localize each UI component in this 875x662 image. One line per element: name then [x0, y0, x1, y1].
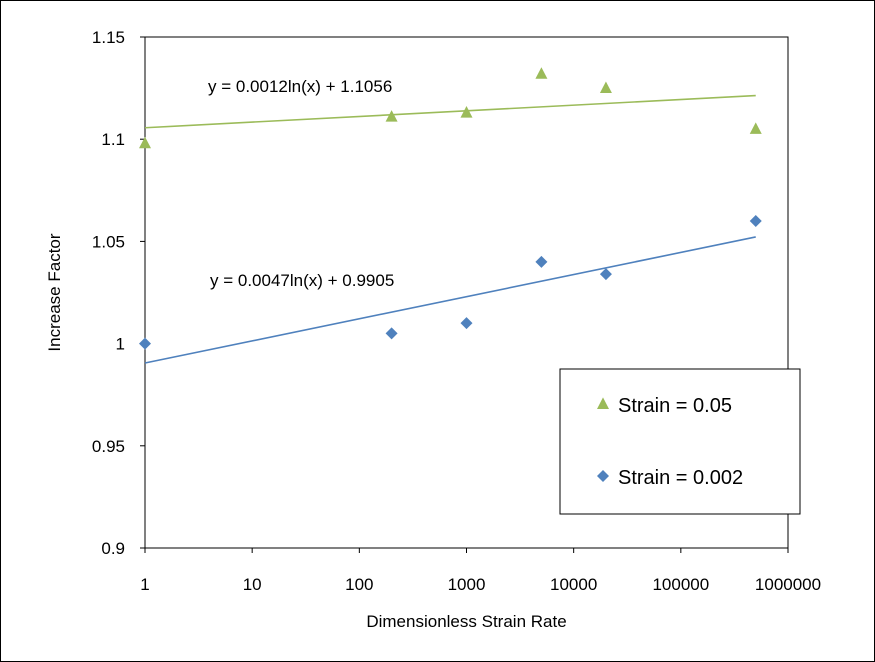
- legend-label-strain-0.002: Strain = 0.002: [618, 467, 743, 489]
- y-tick-label: 1.1: [101, 130, 125, 149]
- point-triangle-0-0: [139, 136, 151, 149]
- y-tick-label: 1: [116, 335, 125, 354]
- data-points: [139, 67, 762, 350]
- point-diamond-1-5: [749, 214, 762, 227]
- trendline-equation-strain-0.002: y = 0.0047ln(x) + 0.9905: [210, 271, 394, 290]
- x-tick-label: 1000000: [755, 575, 821, 594]
- x-tick-label: 100: [345, 575, 373, 594]
- legend: Strain = 0.05 Strain = 0.002: [559, 368, 801, 515]
- point-diamond-1-0: [139, 337, 151, 350]
- y-tick-label: 0.9: [101, 539, 125, 558]
- trendline-equation-strain-0.05: y = 0.0012ln(x) + 1.1056: [208, 77, 392, 96]
- y-tick-labels: 0.9 0.95 1 1.05 1.1 1.15: [92, 28, 145, 558]
- y-tick-label: 0.95: [92, 437, 125, 456]
- legend-marker-triangle: [597, 397, 609, 409]
- trendline-1: [144, 236, 756, 364]
- x-tick-label: 10: [243, 575, 262, 594]
- point-diamond-1-3: [535, 255, 548, 268]
- x-tick-label: 100000: [652, 575, 709, 594]
- point-diamond-1-2: [460, 317, 473, 330]
- point-triangle-0-3: [535, 67, 548, 79]
- point-diamond-1-4: [599, 268, 612, 281]
- x-tick-labels: 1 10 100 1000 10000 100000 1000000: [140, 548, 821, 594]
- legend-box: [559, 368, 801, 515]
- x-tick-label: 1000: [448, 575, 486, 594]
- point-diamond-1-1: [385, 327, 398, 340]
- y-axis-title: Increase Factor: [45, 233, 64, 351]
- point-triangle-0-1: [385, 110, 398, 122]
- trendlines: [144, 94, 756, 364]
- legend-marker-strain-0.05: [597, 397, 609, 409]
- x-tick-label: 10000: [550, 575, 597, 594]
- x-tick-label: 1: [140, 575, 149, 594]
- x-axis-title: Dimensionless Strain Rate: [366, 612, 566, 631]
- point-triangle-0-5: [749, 122, 762, 134]
- point-triangle-0-2: [460, 106, 473, 118]
- point-triangle-0-4: [599, 81, 612, 94]
- legend-marker-diamond: [597, 470, 609, 482]
- legend-marker-strain-0.002: [597, 470, 609, 482]
- trendline-0: [144, 94, 756, 129]
- y-tick-label: 1.15: [92, 28, 125, 47]
- y-tick-label: 1.05: [92, 232, 125, 251]
- legend-label-strain-0.05: Strain = 0.05: [618, 395, 732, 417]
